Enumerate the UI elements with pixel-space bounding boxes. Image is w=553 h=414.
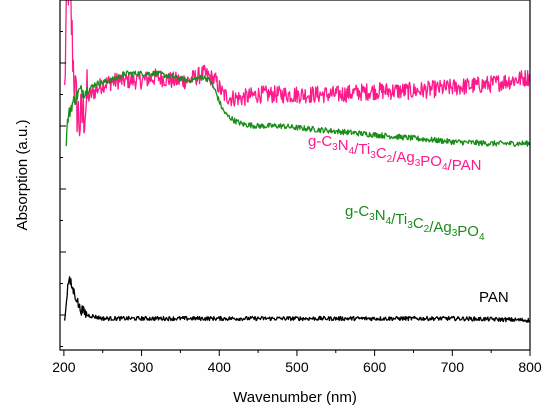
- series-label-1: g-C3N4/Ti3C2/Ag3PO4/PAN: [308, 133, 481, 174]
- x-tick-label: 200: [52, 359, 76, 375]
- y-axis-label: Absorption (a.u.): [14, 120, 31, 231]
- x-tick-label: 800: [518, 359, 542, 375]
- series-line-3: [64, 276, 530, 323]
- plot-frame: [59, 0, 531, 351]
- series-line-2: [65, 70, 530, 147]
- series-line-1: [64, 0, 530, 137]
- x-tick-label: 600: [363, 359, 387, 375]
- x-axis-label: Wavenumber (nm): [233, 389, 357, 406]
- x-tick-label: 300: [130, 359, 154, 375]
- y-axis-ticks: [60, 31, 66, 347]
- x-tick-label: 500: [285, 359, 309, 375]
- x-tick-label: 700: [441, 359, 465, 375]
- series-label-2: g-C3N4/Ti3C2/Ag3PO4: [345, 203, 485, 243]
- x-axis-ticks: 200 300 400 500 600 700 800: [52, 350, 542, 375]
- x-tick-label: 400: [208, 359, 232, 375]
- series-label-3: PAN: [479, 289, 509, 306]
